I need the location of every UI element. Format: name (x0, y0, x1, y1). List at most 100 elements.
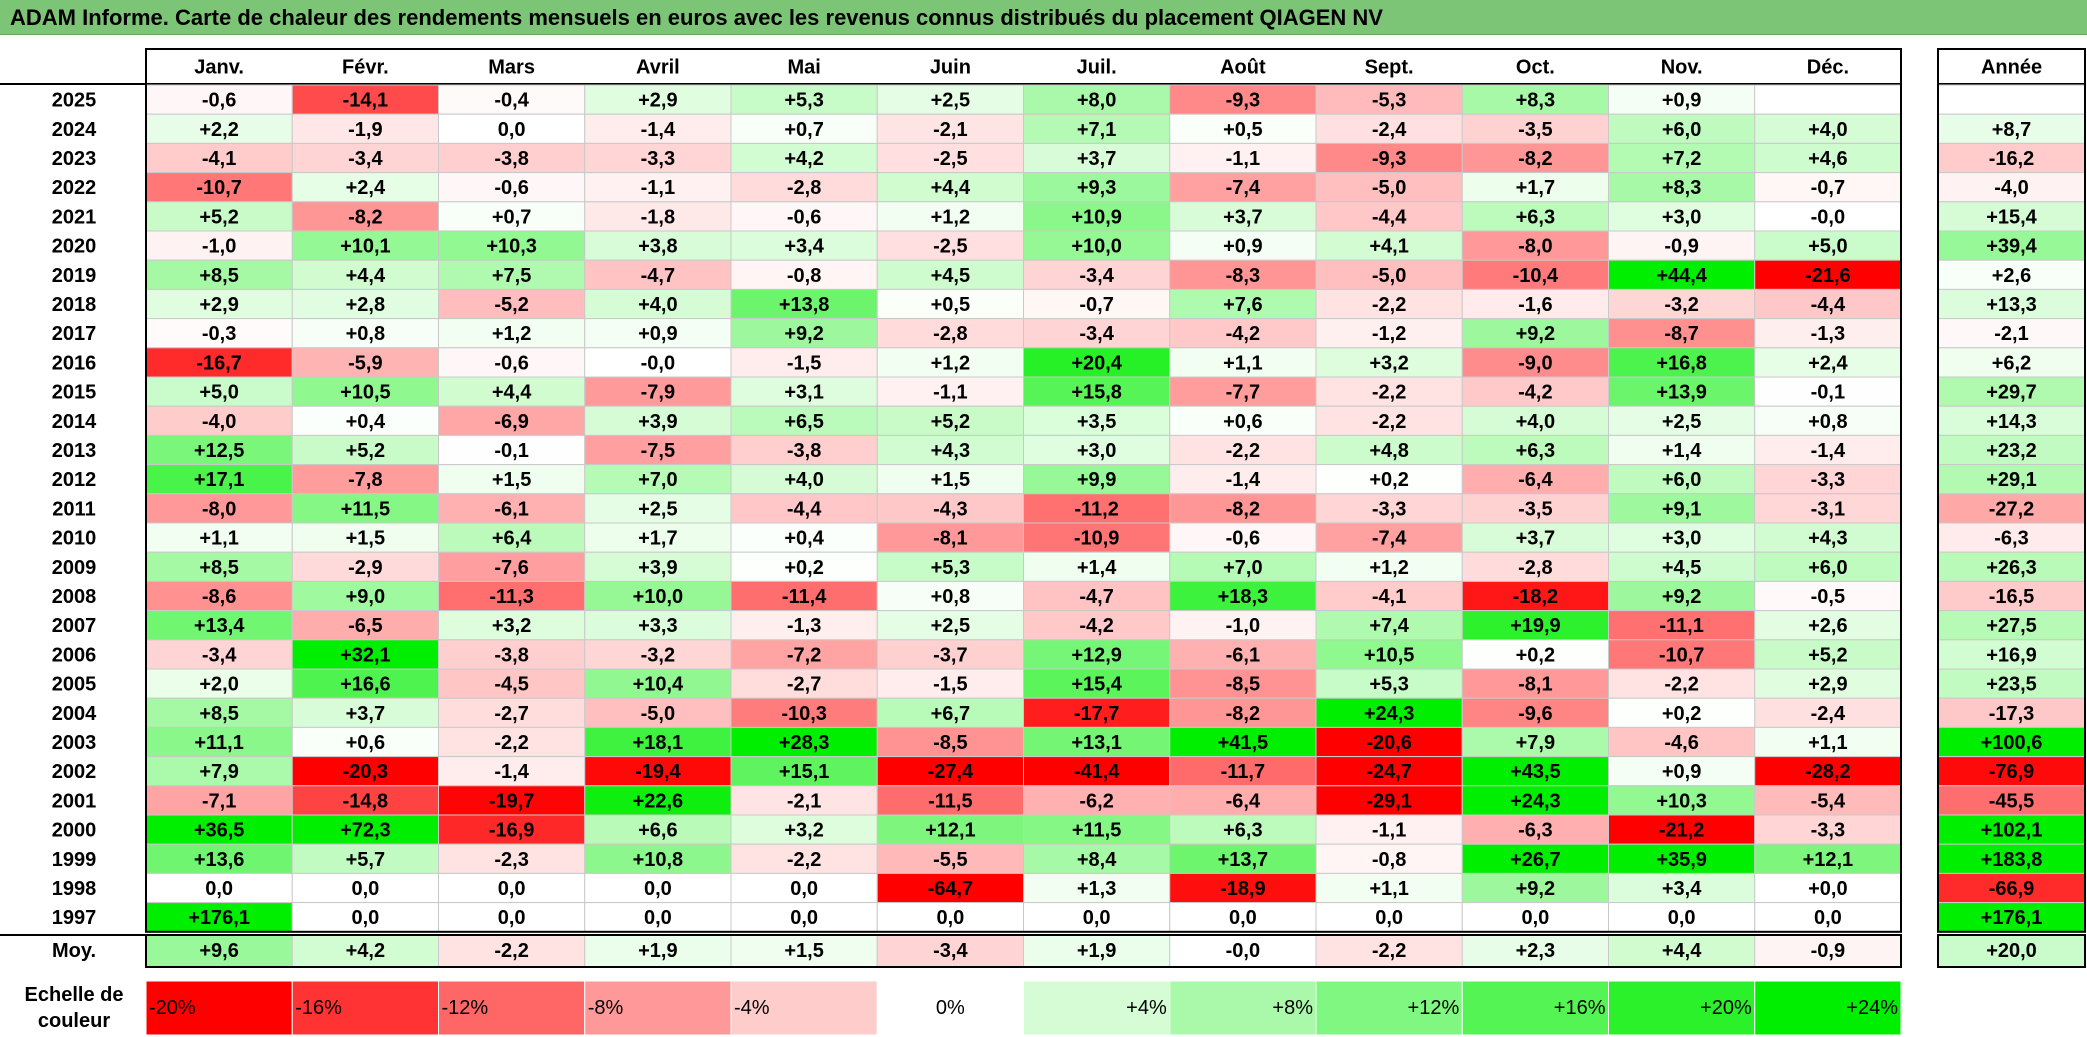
year-total-value: +183,8 (1981, 849, 2043, 871)
cell-value: +3,3 (638, 615, 677, 637)
cell-value: +5,2 (346, 440, 385, 462)
cell-value: -0,9 (1664, 236, 1698, 258)
cell-value: -0,6 (1226, 528, 1260, 550)
heat-cell (1754, 580, 1902, 612)
month-header: Mai (787, 57, 820, 79)
cell-value: +0,4 (346, 411, 386, 433)
cell-value: -4,2 (1079, 615, 1113, 637)
heat-cell (145, 201, 293, 232)
heat-cell (730, 201, 878, 232)
cell-value: -1,2 (1372, 323, 1406, 345)
cell-value: -6,4 (1226, 790, 1261, 812)
average-value: +1,9 (638, 940, 677, 962)
heat-cell (876, 551, 1024, 582)
average-label: Moy. (52, 940, 96, 962)
heat-cell (730, 843, 878, 874)
cell-value: +13,8 (779, 294, 830, 316)
cell-value: +8,5 (199, 703, 238, 725)
row-year-label: 2003 (52, 732, 97, 754)
year-total-value: -27,2 (1989, 498, 2035, 520)
scale-swatch (1315, 980, 1463, 1036)
cell-value: +2,4 (346, 177, 386, 199)
heat-cell (1169, 464, 1317, 495)
cell-value: +0,2 (1369, 469, 1408, 491)
heat-cell (145, 405, 293, 436)
heat-cell (1315, 668, 1463, 699)
cell-value: +3,2 (1369, 352, 1408, 374)
average-year-cell (1937, 934, 2086, 968)
cell-value: +7,6 (1223, 294, 1262, 316)
cell-value: -1,4 (1811, 440, 1846, 462)
average-value: +2,3 (1516, 940, 1555, 962)
cell-value: -1,0 (1226, 615, 1260, 637)
row-year-label: 2023 (52, 148, 97, 170)
heat-cell (438, 172, 586, 203)
row-year-label: 2005 (52, 674, 97, 696)
heat-cell (730, 726, 878, 758)
cell-value: 0,0 (936, 907, 964, 929)
cell-value: -0,6 (787, 206, 821, 228)
average-cell (291, 934, 439, 968)
cell-value: -2,1 (933, 119, 967, 141)
heat-cell (1169, 113, 1317, 144)
average-cell (730, 934, 878, 968)
cell-value: -0,5 (1811, 586, 1845, 608)
heat-cell (1608, 376, 1756, 407)
cell-value: 0,0 (790, 907, 818, 929)
cell-value: -3,8 (494, 644, 528, 666)
cell-value: +13,9 (1656, 382, 1707, 404)
cell-value: -3,3 (1811, 820, 1845, 842)
heat-cell (145, 872, 293, 904)
cell-value: -64,7 (928, 878, 974, 900)
cell-value: -2,8 (1518, 557, 1552, 579)
heat-cell (1754, 201, 1902, 232)
cell-value: -17,7 (1074, 703, 1120, 725)
heat-cell (876, 230, 1024, 261)
cell-value: -0,4 (494, 90, 529, 112)
cell-value: -6,1 (1226, 644, 1260, 666)
cell-value: -9,3 (1226, 90, 1260, 112)
year-total-value: +15,4 (1986, 206, 2037, 228)
cell-value: +5,2 (1808, 644, 1847, 666)
scale-step-label: -4% (734, 997, 770, 1019)
cell-value: -21,2 (1659, 820, 1705, 842)
heat-cell (730, 668, 878, 699)
cell-value: 0,0 (644, 878, 672, 900)
heat-cell (438, 551, 586, 582)
scale-swatch (1461, 980, 1609, 1036)
year-total-value: +23,2 (1986, 440, 2037, 462)
heat-cell (438, 610, 586, 641)
cell-value: +24,3 (1364, 703, 1415, 725)
cell-value: +2,9 (199, 294, 238, 316)
heat-cell (1023, 288, 1171, 320)
month-header: Juin (930, 57, 971, 79)
heat-cell (584, 288, 732, 320)
cell-value: +3,4 (784, 236, 824, 258)
heat-cell (730, 493, 878, 524)
cell-value: +7,9 (1516, 732, 1555, 754)
grid-border (145, 48, 1902, 933)
cell-value: -3,4 (1079, 265, 1114, 287)
cell-value: -1,8 (641, 206, 675, 228)
heat-cell (584, 230, 732, 261)
heat-cell (1315, 726, 1463, 758)
row-year-label: 2007 (52, 615, 97, 637)
heat-cell (1754, 551, 1902, 582)
cell-value: -5,0 (641, 703, 675, 725)
year-total-value: -66,9 (1989, 878, 2035, 900)
heat-cell (1315, 318, 1463, 349)
cell-value: +7,0 (1223, 557, 1262, 579)
scale-step-label: 0% (936, 997, 965, 1019)
cell-value: +4,8 (1369, 440, 1408, 462)
heat-cell (438, 464, 586, 495)
cell-value: +0,2 (784, 557, 823, 579)
year-total-cell (1937, 580, 2086, 612)
heat-cell (291, 230, 439, 261)
heat-cell (584, 84, 732, 115)
cell-value: +3,7 (1223, 206, 1262, 228)
year-total-cell (1937, 493, 2086, 524)
heat-cell (876, 610, 1024, 641)
year-total-cell (1937, 726, 2086, 758)
month-header: Sept. (1365, 57, 1414, 79)
cell-value: +0,9 (1662, 761, 1701, 783)
